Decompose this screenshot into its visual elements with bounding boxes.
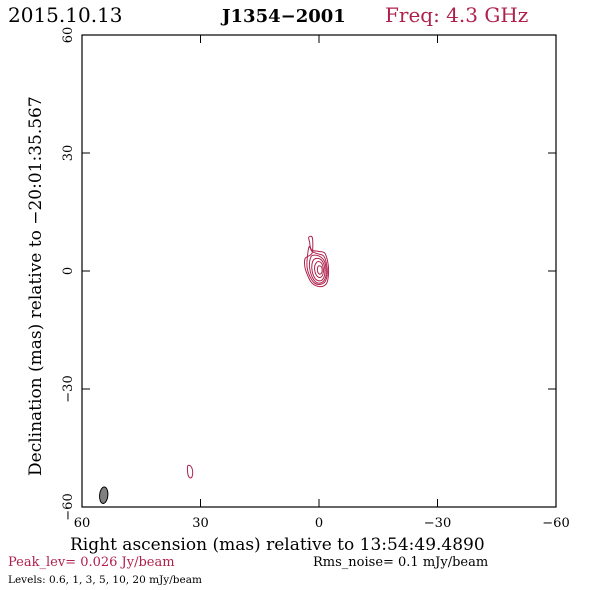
beam-ellipse-group: [99, 486, 109, 504]
rms-noise: Rms_noise= 0.1 mJy/beam: [313, 555, 488, 570]
y-tick-label: −30: [61, 375, 76, 402]
plot-frame: [81, 34, 557, 508]
contour-line: [186, 464, 194, 479]
frequency-label: Freq: 4.3 GHz: [385, 3, 528, 27]
contour-line: [306, 245, 328, 285]
x-tick-label: −30: [424, 516, 451, 531]
source-name: J1354−2001: [220, 6, 346, 27]
contour-line: [308, 254, 327, 284]
y-tick-label: 0: [61, 267, 76, 275]
y-tick-label: 60: [61, 27, 76, 44]
peak-level: Peak_lev= 0.026 Jy/beam: [8, 555, 175, 570]
contour-line: [314, 260, 324, 278]
x-tick-label: −60: [542, 516, 569, 531]
y-tick-label: 30: [61, 145, 76, 162]
observation-date: 2015.10.13: [8, 3, 123, 27]
beam-ellipse: [99, 486, 109, 504]
contour-levels: Levels: 0.6, 1, 3, 5, 10, 20 mJy/beam: [8, 574, 202, 586]
y-axis-label: Declination (mas) relative to −20:01:35.…: [26, 96, 46, 476]
x-tick-label: 60: [74, 516, 91, 531]
contour-set: [186, 235, 330, 479]
contour-line: [303, 235, 330, 288]
y-tick-label: −60: [61, 493, 76, 520]
axis-ticks: [81, 34, 557, 508]
x-axis-label: Right ascension (mas) relative to 13:54:…: [70, 535, 485, 555]
x-tick-labels: 60 30 0 −30 −60: [74, 516, 570, 531]
x-tick-label: 30: [192, 516, 209, 531]
y-tick-labels: −60 −30 0 30 60: [61, 27, 76, 521]
contour-line: [316, 265, 323, 275]
x-tick-label: 0: [315, 516, 323, 531]
contour-line: [311, 257, 326, 282]
